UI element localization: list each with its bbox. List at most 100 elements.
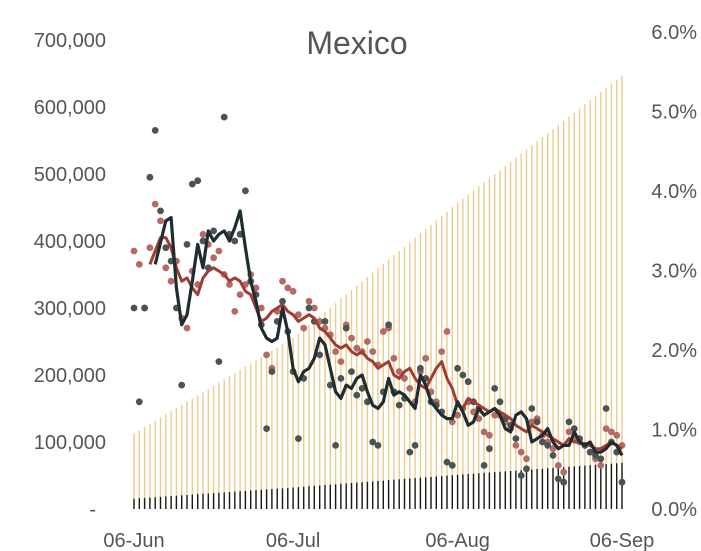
data-point bbox=[549, 445, 557, 453]
data-point bbox=[130, 304, 138, 312]
data-point bbox=[395, 368, 403, 375]
right-axis-ticks: 0.0% 1.0% 2.0% 3.0% 4.0% 5.0% 6.0% bbox=[651, 22, 697, 521]
data-point bbox=[263, 425, 270, 432]
data-point bbox=[486, 431, 493, 439]
data-point bbox=[528, 405, 536, 412]
data-point bbox=[279, 297, 286, 305]
x-tick-label: 06-Aug bbox=[425, 530, 490, 551]
data-point bbox=[146, 244, 154, 252]
data-point bbox=[289, 287, 297, 295]
data-point bbox=[491, 411, 499, 419]
left-tick-label: 500,000 bbox=[34, 164, 106, 186]
data-point bbox=[480, 462, 488, 469]
series-line bbox=[148, 236, 623, 451]
data-point bbox=[544, 442, 552, 449]
data-point bbox=[157, 217, 164, 225]
data-point bbox=[279, 277, 286, 285]
data-point bbox=[146, 173, 154, 181]
data-point bbox=[560, 478, 568, 486]
left-tick-label: 300,000 bbox=[34, 298, 106, 320]
data-point bbox=[533, 418, 541, 426]
data-point bbox=[215, 247, 223, 255]
data-point bbox=[369, 348, 377, 355]
data-point bbox=[448, 462, 456, 469]
right-tick-label: 0.0% bbox=[651, 499, 697, 521]
dark-line-group bbox=[153, 209, 624, 457]
left-tick-label: - bbox=[89, 499, 96, 521]
data-point bbox=[560, 468, 568, 476]
right-tick-label: 5.0% bbox=[651, 102, 697, 124]
left-tick-label: 100,000 bbox=[34, 432, 106, 454]
data-point bbox=[613, 431, 621, 439]
red-line-group bbox=[148, 236, 623, 451]
data-point bbox=[226, 281, 233, 288]
data-point bbox=[135, 398, 143, 406]
data-point bbox=[565, 428, 573, 436]
data-point bbox=[480, 428, 488, 436]
data-point bbox=[332, 348, 339, 355]
data-point bbox=[162, 244, 170, 252]
data-point bbox=[295, 311, 302, 319]
data-point bbox=[353, 344, 361, 352]
data-point bbox=[401, 375, 408, 382]
data-point bbox=[151, 126, 159, 134]
left-tick-label: 400,000 bbox=[34, 231, 106, 253]
data-point bbox=[353, 391, 361, 399]
data-point bbox=[342, 324, 350, 332]
data-point bbox=[268, 368, 276, 375]
right-tick-label: 1.0% bbox=[651, 420, 697, 442]
red-dots bbox=[130, 200, 626, 476]
data-point bbox=[454, 411, 461, 419]
data-point bbox=[135, 261, 143, 268]
data-point bbox=[554, 475, 562, 483]
data-point bbox=[183, 324, 191, 332]
data-point bbox=[369, 438, 377, 446]
data-point bbox=[597, 462, 605, 469]
data-point bbox=[199, 230, 207, 238]
data-point bbox=[422, 354, 430, 362]
data-point bbox=[295, 435, 302, 442]
data-point bbox=[141, 304, 149, 312]
data-point bbox=[220, 113, 228, 121]
data-point bbox=[464, 378, 472, 386]
data-point bbox=[364, 338, 371, 345]
x-axis-ticks: 06-Jun 06-Jul 06-Aug 06-Sep bbox=[103, 530, 654, 551]
right-tick-label: 3.0% bbox=[651, 261, 697, 283]
data-point bbox=[300, 324, 308, 332]
data-point bbox=[337, 358, 345, 365]
data-point bbox=[326, 381, 334, 389]
data-point bbox=[321, 318, 329, 325]
data-point bbox=[523, 465, 530, 473]
data-point bbox=[151, 200, 159, 208]
data-point bbox=[539, 438, 546, 446]
x-tick-label: 06-Jul bbox=[266, 530, 320, 551]
data-point bbox=[570, 425, 578, 432]
data-point bbox=[337, 375, 345, 382]
data-point bbox=[215, 358, 223, 365]
data-point bbox=[385, 321, 392, 329]
data-point bbox=[305, 297, 313, 305]
data-point bbox=[608, 428, 615, 436]
x-tick-label: 06-Jun bbox=[103, 530, 164, 551]
data-point bbox=[316, 351, 324, 359]
data-point bbox=[528, 418, 536, 426]
series-line bbox=[153, 209, 624, 457]
data-point bbox=[512, 442, 520, 449]
data-point bbox=[242, 187, 249, 195]
data-point bbox=[390, 354, 398, 362]
right-tick-label: 4.0% bbox=[651, 181, 697, 203]
data-point bbox=[257, 304, 265, 312]
data-point bbox=[210, 227, 218, 235]
data-point bbox=[523, 455, 530, 463]
data-point bbox=[210, 254, 218, 262]
data-point bbox=[167, 277, 175, 285]
data-point bbox=[602, 425, 610, 432]
data-point bbox=[236, 291, 244, 298]
data-point bbox=[417, 364, 424, 372]
left-axis-ticks: - 100,000 200,000 300,000 400,000 500,000 600,… bbox=[34, 30, 106, 521]
data-point bbox=[491, 385, 499, 392]
data-point bbox=[618, 478, 626, 486]
data-point bbox=[194, 177, 202, 185]
data-point bbox=[263, 351, 270, 359]
